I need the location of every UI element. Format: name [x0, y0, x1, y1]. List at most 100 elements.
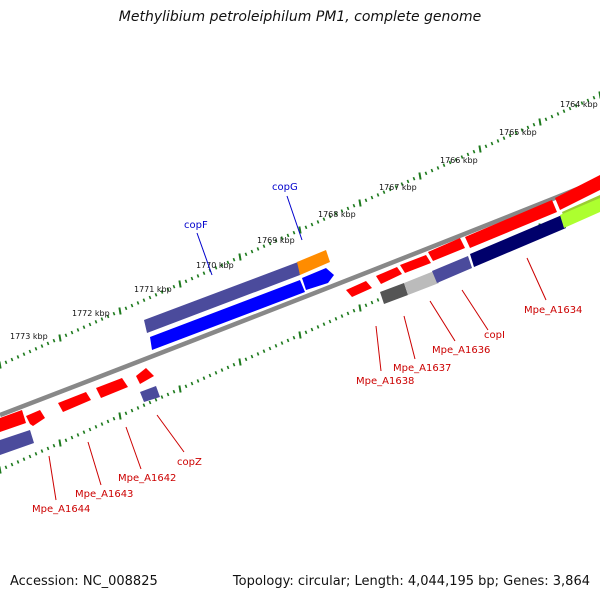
label-Mpe_A1638: Mpe_A1638	[356, 376, 414, 387]
major-tick	[58, 439, 62, 447]
minor-tick	[46, 341, 50, 346]
minor-tick	[112, 416, 116, 421]
minor-tick	[112, 311, 116, 316]
minor-tick	[436, 166, 440, 170]
gene-red-1[interactable]	[0, 410, 26, 432]
genome-title: Methylibium petroleiphilum PM1, complete…	[118, 9, 482, 25]
gene-gray-light[interactable]	[404, 271, 439, 295]
minor-tick	[292, 335, 296, 340]
minor-tick	[46, 446, 50, 451]
minor-tick	[424, 171, 428, 176]
label-copI: copI	[484, 330, 505, 341]
gene-small-blue[interactable]	[302, 268, 334, 290]
gene-purple-mid[interactable]	[432, 256, 472, 283]
minor-tick	[172, 284, 176, 289]
minor-tick	[406, 179, 410, 184]
minor-tick	[304, 225, 308, 230]
minor-tick	[268, 241, 272, 246]
minor-tick	[334, 212, 338, 216]
gene-copF-inner[interactable]	[150, 280, 305, 350]
ruler-label-1765: 1765 kbp	[499, 128, 537, 137]
genome-backbone	[0, 177, 600, 418]
gene-purple-left[interactable]	[0, 430, 34, 455]
gene-red-8[interactable]	[400, 255, 431, 273]
ruler-label-1766: 1766 kbp	[440, 156, 478, 165]
minor-tick	[100, 317, 104, 321]
minor-tick	[592, 95, 596, 100]
major-tick	[0, 361, 2, 369]
minor-tick	[148, 400, 152, 405]
minor-tick	[82, 430, 86, 434]
minor-tick	[208, 373, 212, 378]
gene-red-3[interactable]	[58, 392, 91, 412]
minor-tick	[304, 330, 308, 335]
gene-red-5[interactable]	[136, 368, 154, 384]
minor-tick	[52, 338, 56, 343]
minor-tick	[496, 139, 500, 143]
minor-tick	[400, 182, 404, 186]
minor-tick	[448, 160, 452, 165]
minor-tick	[466, 152, 470, 157]
gene-red-9[interactable]	[428, 238, 465, 261]
minor-tick	[244, 252, 248, 257]
gene-purple-small[interactable]	[140, 386, 160, 402]
major-tick	[298, 331, 302, 339]
major-tick	[58, 334, 62, 342]
minor-tick	[40, 344, 44, 348]
gene-copG[interactable]	[297, 250, 330, 275]
minor-tick	[376, 298, 380, 302]
minor-tick	[226, 365, 230, 370]
minor-tick	[64, 333, 68, 338]
minor-tick	[454, 158, 458, 162]
gene-red-7[interactable]	[376, 267, 402, 284]
label-copF: copF	[184, 220, 208, 231]
minor-tick	[328, 214, 332, 219]
minor-tick	[550, 114, 554, 119]
gene-red-10[interactable]	[465, 200, 557, 248]
minor-tick	[484, 144, 488, 149]
minor-tick	[442, 163, 446, 167]
gene-red-4[interactable]	[96, 378, 128, 398]
label-Mpe_A1636: Mpe_A1636	[432, 345, 490, 356]
minor-tick	[136, 406, 140, 410]
gene-gray-dark[interactable]	[380, 283, 408, 304]
label-Mpe_A1634: Mpe_A1634	[524, 305, 582, 316]
gene-red-6[interactable]	[346, 281, 372, 297]
major-tick	[118, 307, 122, 315]
minor-tick	[370, 300, 374, 305]
ruler-label-1772: 1772 kbp	[72, 309, 110, 318]
minor-tick	[250, 249, 254, 254]
major-tick	[0, 466, 2, 474]
minor-tick	[256, 352, 260, 356]
minor-tick	[94, 320, 98, 324]
gene-lime[interactable]	[560, 198, 600, 228]
minor-tick	[562, 109, 566, 113]
minor-tick	[76, 328, 80, 332]
minor-tick	[190, 381, 194, 386]
minor-tick	[274, 344, 278, 348]
minor-tick	[256, 247, 260, 251]
minor-tick	[190, 276, 194, 281]
major-tick	[298, 226, 302, 234]
major-tick	[118, 412, 122, 420]
red-labels: Mpe_A1634 copI Mpe_A1636 Mpe_A1637 Mpe_A…	[32, 305, 582, 515]
gene-copF[interactable]	[144, 262, 300, 333]
label-copZ: copZ	[177, 457, 202, 468]
minor-tick	[148, 295, 152, 300]
minor-tick	[394, 185, 398, 189]
minor-tick	[124, 411, 128, 416]
ruler-label-1767: 1767 kbp	[379, 183, 417, 192]
minor-tick	[316, 220, 320, 224]
minor-tick	[166, 392, 170, 397]
minor-tick	[106, 314, 110, 319]
minor-tick	[322, 217, 326, 221]
outer-tick-track	[0, 91, 600, 369]
gene-red-2[interactable]	[26, 410, 45, 426]
gene-red-11[interactable]	[555, 175, 600, 210]
label-Mpe_A1643: Mpe_A1643	[75, 489, 133, 500]
minor-tick	[214, 266, 218, 270]
gene-navy[interactable]	[470, 215, 566, 267]
minor-tick	[22, 457, 26, 461]
major-tick	[358, 304, 362, 312]
